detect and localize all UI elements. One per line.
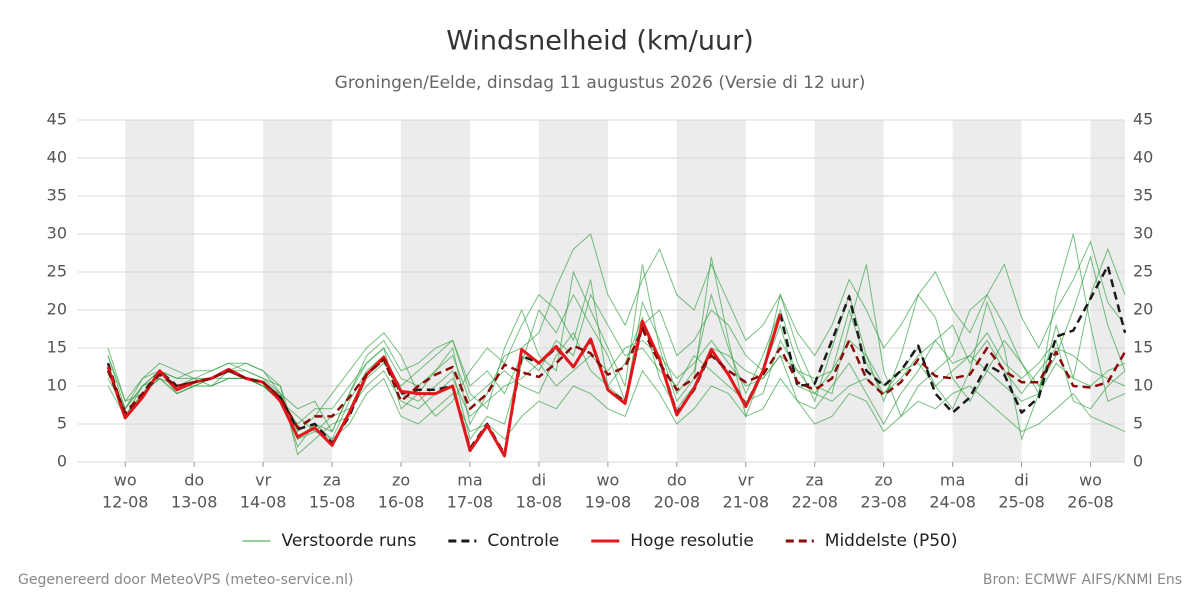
- x-tick-day: wo: [596, 471, 619, 490]
- x-tick-day: wo: [1079, 471, 1102, 490]
- day-shade: [676, 120, 746, 462]
- x-tick-date: 14-08: [240, 493, 287, 512]
- x-tick-date: 19-08: [585, 493, 632, 512]
- y-tick-label: 0: [57, 452, 67, 471]
- y2-tick-label: 40: [1133, 148, 1153, 167]
- chart-subtitle: Groningen/Eelde, dinsdag 11 augustus 202…: [335, 73, 866, 93]
- x-tick-day: vr: [738, 471, 754, 490]
- x-tick-day: ma: [940, 471, 965, 490]
- x-tick-date: 24-08: [929, 493, 976, 512]
- chart-title: Windsnelheid (km/uur): [446, 26, 754, 57]
- day-shade: [952, 120, 1022, 462]
- x-tick-day: vr: [255, 471, 271, 490]
- x-tick-day: do: [184, 471, 204, 490]
- legend-label: Controle: [487, 531, 559, 551]
- x-tick-day: za: [806, 471, 824, 490]
- x-tick-date: 17-08: [447, 493, 494, 512]
- day-shade: [538, 120, 608, 462]
- y2-tick-label: 5: [1133, 414, 1143, 433]
- day-shade: [263, 120, 333, 462]
- x-tick-date: 18-08: [516, 493, 563, 512]
- y-tick-label: 35: [47, 186, 67, 205]
- y2-tick-label: 25: [1133, 262, 1153, 281]
- x-tick-date: 12-08: [102, 493, 149, 512]
- x-tick-day: za: [323, 471, 341, 490]
- ensemble-line: [107, 233, 1126, 433]
- y2-tick-label: 0: [1133, 452, 1143, 471]
- ensemble-line: [107, 254, 1126, 456]
- day-shade: [1090, 120, 1125, 462]
- y-tick-label: 10: [47, 376, 67, 395]
- x-tick-date: 15-08: [309, 493, 356, 512]
- y-tick-label: 30: [47, 224, 67, 243]
- x-tick-day: do: [667, 471, 687, 490]
- x-tick-day: zo: [875, 471, 893, 490]
- legend-label: Middelste (P50): [825, 531, 958, 551]
- day-shade: [814, 120, 884, 462]
- x-tick-day: ma: [457, 471, 482, 490]
- x-tick-date: 13-08: [171, 493, 218, 512]
- legend: Verstoorde runs Controle Hoge resolutie Mid…: [242, 531, 958, 551]
- x-tick-date: 25-08: [998, 493, 1045, 512]
- x-tick-day: zo: [392, 471, 410, 490]
- x-tick-day: wo: [114, 471, 137, 490]
- x-tick-date: 20-08: [654, 493, 701, 512]
- x-tick-date: 26-08: [1067, 493, 1114, 512]
- y-tick-label: 40: [47, 148, 67, 167]
- day-shade: [125, 120, 195, 462]
- x-tick-date: 16-08: [378, 493, 425, 512]
- x-tick-day: di: [1014, 471, 1029, 490]
- footer-right: Bron: ECMWF AIFS/KNMI Ens: [983, 572, 1182, 588]
- y-tick-label: 45: [47, 110, 67, 129]
- y2-tick-label: 15: [1133, 338, 1153, 357]
- y2-tick-label: 45: [1133, 110, 1153, 129]
- y-tick-label: 25: [47, 262, 67, 281]
- y2-tick-label: 35: [1133, 186, 1153, 205]
- x-tick-date: 22-08: [791, 493, 838, 512]
- legend-label: Hoge resolutie: [630, 531, 754, 551]
- legend-label: Verstoorde runs: [282, 531, 417, 551]
- x-tick-date: 21-08: [723, 493, 770, 512]
- y-tick-label: 15: [47, 338, 67, 357]
- ensemble-line: [107, 293, 1126, 433]
- ensemble-line: [107, 247, 1126, 448]
- y2-tick-label: 20: [1133, 300, 1153, 319]
- x-tick-day: di: [532, 471, 547, 490]
- x-tick-date: 23-08: [860, 493, 907, 512]
- footer-left: Gegenereerd door MeteoVPS (meteo-service…: [18, 572, 353, 588]
- series-line: [106, 327, 1127, 430]
- y2-tick-label: 10: [1133, 376, 1153, 395]
- ensemble-line: [107, 233, 1126, 441]
- y2-tick-label: 30: [1133, 224, 1153, 243]
- y-tick-label: 5: [57, 414, 67, 433]
- y-tick-label: 20: [47, 300, 67, 319]
